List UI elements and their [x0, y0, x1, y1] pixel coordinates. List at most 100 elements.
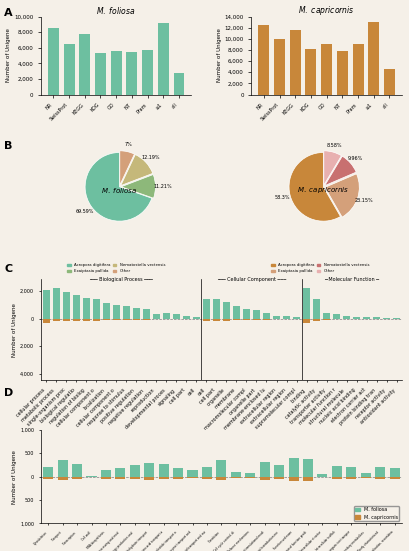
Bar: [245, 477, 255, 478]
Bar: [122, 306, 129, 318]
Bar: [212, 318, 219, 321]
Text: 7%: 7%: [125, 142, 133, 148]
Bar: [245, 473, 255, 477]
Bar: [345, 467, 355, 477]
Bar: [82, 298, 90, 318]
Bar: [144, 477, 154, 480]
Bar: [162, 313, 169, 318]
Bar: [48, 28, 58, 95]
Bar: [86, 476, 97, 477]
Bar: [302, 318, 309, 323]
Bar: [57, 477, 67, 480]
Text: 58.3%: 58.3%: [274, 196, 289, 201]
Bar: [389, 468, 399, 477]
Bar: [331, 466, 341, 477]
Bar: [216, 460, 226, 477]
Bar: [122, 318, 129, 320]
Bar: [292, 317, 299, 318]
Bar: [360, 473, 370, 477]
Bar: [352, 316, 360, 318]
Bar: [142, 50, 153, 95]
Bar: [142, 318, 149, 320]
Legend: Acropora digitifera, Exaiptasia pallida, Nematostella vectensis, Other: Acropora digitifera, Exaiptasia pallida,…: [269, 262, 370, 275]
Bar: [302, 459, 312, 477]
Bar: [232, 306, 239, 318]
Bar: [322, 313, 329, 318]
Bar: [201, 467, 211, 477]
Bar: [158, 477, 169, 479]
Bar: [82, 318, 90, 321]
Bar: [101, 469, 111, 477]
Bar: [367, 22, 378, 95]
Bar: [202, 318, 209, 321]
Bar: [43, 290, 49, 318]
Bar: [212, 299, 219, 318]
Bar: [230, 477, 240, 478]
Bar: [63, 44, 74, 95]
Bar: [126, 52, 137, 95]
Bar: [72, 463, 82, 477]
Bar: [187, 477, 197, 478]
Bar: [43, 477, 53, 479]
Bar: [153, 315, 160, 318]
Bar: [333, 315, 339, 318]
Y-axis label: Number of Unigene: Number of Unigene: [216, 29, 221, 83]
Text: ─── Biological Process ───: ─── Biological Process ───: [89, 278, 153, 283]
Bar: [272, 318, 279, 319]
Bar: [389, 477, 399, 479]
Wedge shape: [323, 151, 341, 185]
Bar: [63, 293, 70, 318]
Y-axis label: Number of Unigene: Number of Unigene: [6, 29, 11, 83]
Bar: [102, 304, 109, 318]
Bar: [273, 39, 284, 95]
Bar: [305, 49, 316, 95]
Text: 9.96%: 9.96%: [347, 156, 362, 161]
Bar: [333, 318, 339, 320]
Bar: [63, 318, 70, 321]
Bar: [252, 318, 259, 320]
Bar: [173, 73, 184, 95]
Bar: [92, 299, 99, 318]
Bar: [302, 477, 312, 480]
Bar: [342, 316, 349, 318]
Bar: [43, 467, 53, 477]
Bar: [187, 469, 197, 477]
Bar: [172, 314, 180, 318]
Bar: [331, 477, 341, 479]
Bar: [92, 318, 99, 321]
Bar: [259, 477, 269, 480]
Bar: [72, 318, 79, 321]
Bar: [173, 477, 183, 478]
Wedge shape: [288, 153, 339, 221]
Bar: [133, 318, 139, 320]
Bar: [157, 23, 169, 95]
Bar: [112, 318, 119, 320]
Bar: [322, 318, 329, 320]
Bar: [282, 316, 289, 318]
Bar: [79, 34, 90, 95]
Bar: [201, 477, 211, 479]
Bar: [252, 310, 259, 318]
Text: ─── Cellular Component ───: ─── Cellular Component ───: [216, 278, 285, 283]
Bar: [243, 309, 249, 318]
Bar: [362, 317, 369, 318]
Wedge shape: [119, 151, 134, 185]
Bar: [142, 309, 149, 318]
Bar: [289, 30, 300, 95]
Bar: [222, 318, 229, 321]
Legend: Acropora digitifera, Exaiptasia pallida, Nematostella vectensis, Other: Acropora digitifera, Exaiptasia pallida,…: [65, 262, 166, 275]
Bar: [259, 462, 269, 477]
Bar: [243, 318, 249, 320]
Bar: [312, 318, 319, 321]
Bar: [172, 318, 180, 319]
Text: $\it{M.\ capricornis}$: $\it{M.\ capricornis}$: [297, 185, 348, 195]
Bar: [272, 316, 279, 318]
Bar: [110, 51, 121, 95]
Bar: [115, 477, 125, 479]
Bar: [342, 318, 349, 319]
Text: 8.58%: 8.58%: [326, 143, 342, 148]
Bar: [320, 45, 331, 95]
Bar: [153, 318, 160, 319]
Bar: [133, 307, 139, 318]
Text: ─ Molecular Function ─: ─ Molecular Function ─: [324, 278, 378, 283]
